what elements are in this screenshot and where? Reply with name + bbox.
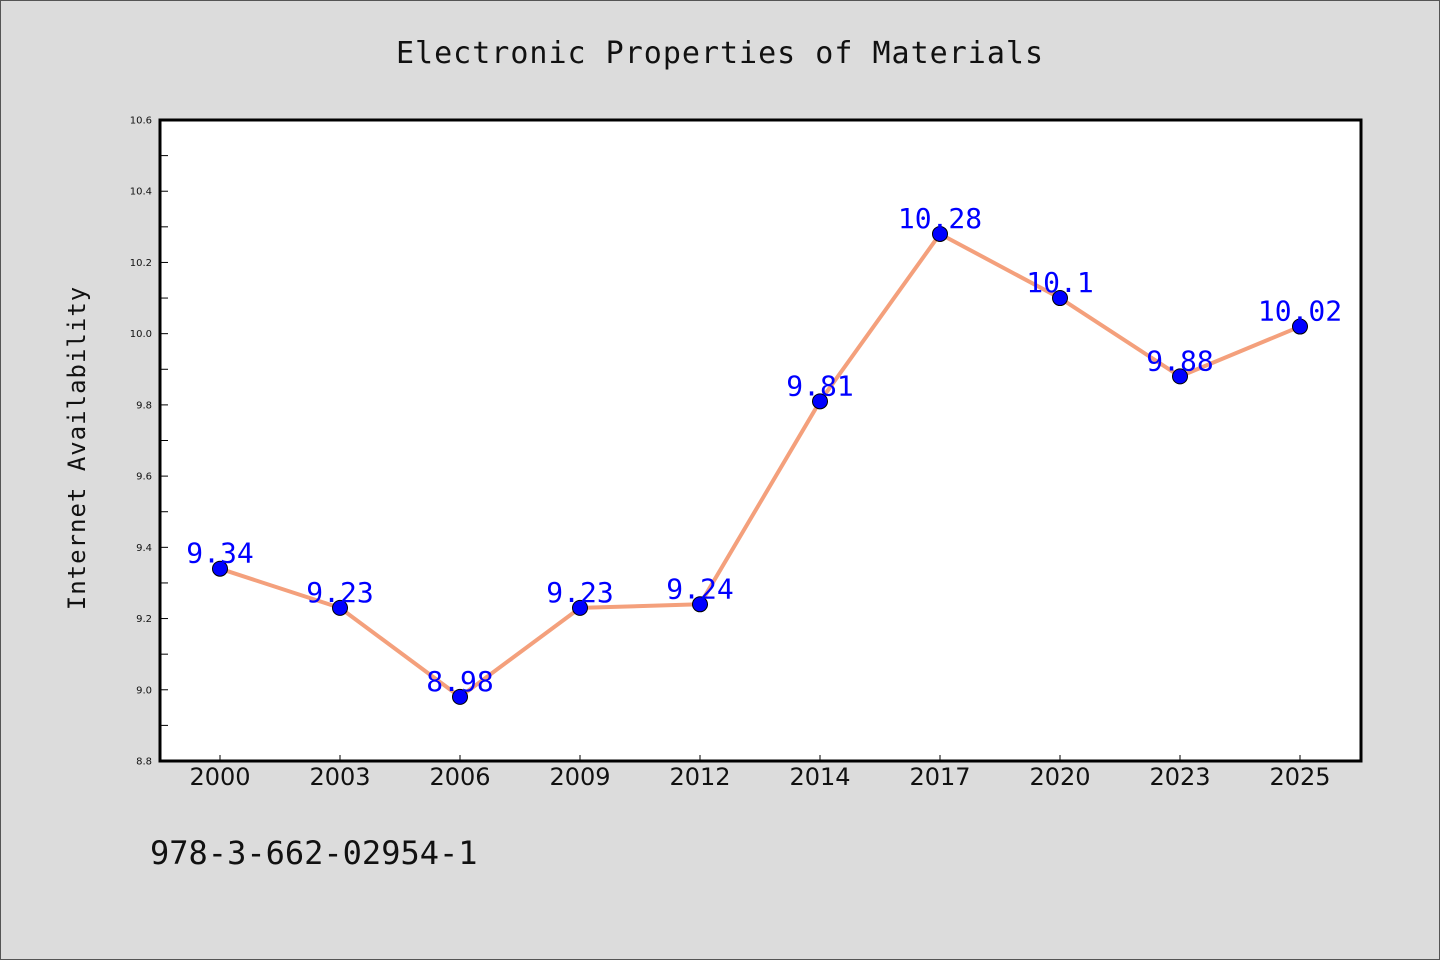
- data-label: 9.24: [666, 572, 733, 605]
- x-tick-label: 2003: [309, 763, 370, 791]
- y-tick-label: 10.6: [130, 116, 152, 127]
- plot-area: [158, 118, 1363, 763]
- y-tick-label: 9.4: [136, 543, 152, 554]
- x-tick-label: 2012: [669, 763, 730, 791]
- y-tick-label: 9.0: [136, 685, 152, 696]
- y-tick-label: 9.2: [136, 614, 152, 625]
- data-label: 10.02: [1258, 295, 1342, 328]
- data-point: [332, 599, 348, 616]
- data-point: [572, 599, 588, 616]
- data-point: [812, 393, 828, 410]
- data-label: 9.23: [306, 576, 373, 609]
- x-tick-label: 2006: [429, 763, 490, 791]
- footer-isbn-text: 978-3-662-02954-1: [150, 834, 478, 872]
- y-axis-label: Internet Availability: [63, 286, 91, 610]
- data-point: [1292, 318, 1308, 335]
- y-axis: 8.8 9.0 9.2 9.4 9.6 9.8 10.0 10.2 10.4 10.6: [130, 116, 168, 768]
- data-point: [932, 225, 948, 242]
- y-tick-label: 9.8: [136, 400, 152, 411]
- x-axis: 2000 2003 2006 2009 2012 2014 2017 2020 2023 2025: [189, 755, 1331, 791]
- data-label: 9.34: [186, 537, 253, 570]
- x-tick-label: 2000: [189, 763, 250, 791]
- data-label: 8.98: [426, 665, 493, 698]
- data-label: 10.28: [898, 202, 982, 235]
- chart-title: Electronic Properties of Materials: [396, 36, 1044, 71]
- series-line: [218, 231, 1302, 699]
- x-tick-label: 2025: [1269, 763, 1330, 791]
- x-tick-label: 2009: [549, 763, 610, 791]
- data-label: 9.81: [786, 369, 853, 402]
- series-markers: [212, 225, 1308, 705]
- x-tick-label: 2017: [909, 763, 970, 791]
- y-tick-label: 10.0: [130, 329, 152, 340]
- data-point: [1052, 290, 1068, 307]
- data-point: [1172, 368, 1188, 385]
- data-label: 9.88: [1146, 344, 1213, 377]
- data-point: [452, 688, 468, 705]
- data-label: 9.23: [546, 576, 613, 609]
- x-tick-label: 2020: [1029, 763, 1090, 791]
- x-tick-label: 2023: [1149, 763, 1210, 791]
- y-tick-label: 9.6: [136, 472, 152, 483]
- data-point: [692, 596, 708, 613]
- y-tick-label: 8.8: [136, 757, 152, 768]
- data-labels: 9.34 9.23 8.98 9.23 9.24 9.81 10.28 10.1 9.88 10.…: [186, 202, 1342, 698]
- x-tick-label: 2014: [789, 763, 850, 791]
- y-tick-label: 10.2: [130, 258, 152, 269]
- y-tick-label: 10.4: [130, 187, 152, 198]
- series-polyline: [218, 231, 1302, 699]
- data-point: [212, 560, 228, 577]
- data-label: 10.1: [1026, 266, 1093, 299]
